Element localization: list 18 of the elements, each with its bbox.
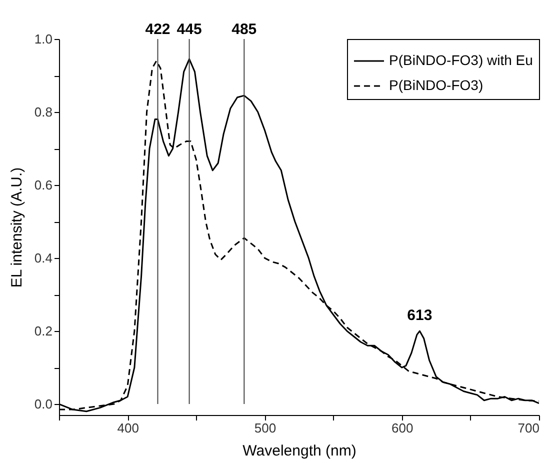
- y-tick-label: 1.0: [34, 32, 52, 46]
- y-tick-label: 0.0: [34, 396, 52, 412]
- x-tick-label: 600: [392, 420, 414, 436]
- ref-line-label: 445: [176, 21, 202, 38]
- y-tick-label: 0.6: [34, 178, 52, 193]
- ref-line-label: 485: [232, 21, 257, 38]
- y-tick-label: 0.8: [34, 104, 52, 120]
- y-tick-label: 0.4: [34, 250, 52, 266]
- x-tick-label: 400: [117, 420, 139, 436]
- legend-label: P(BiNDO-FO3): [389, 77, 484, 93]
- y-axis-title: EL intensity (A.U.): [8, 167, 26, 288]
- x-tick-label: 500: [254, 420, 276, 436]
- y-tick-label: 0.2: [34, 324, 52, 339]
- legend-label: P(BiNDO-FO3) with Eu: [389, 52, 533, 68]
- annotation: 613: [407, 307, 432, 324]
- x-tick-label: 700: [518, 420, 540, 436]
- x-axis-title: Wavelength (nm): [242, 442, 356, 460]
- ref-line-label: 422: [145, 21, 170, 38]
